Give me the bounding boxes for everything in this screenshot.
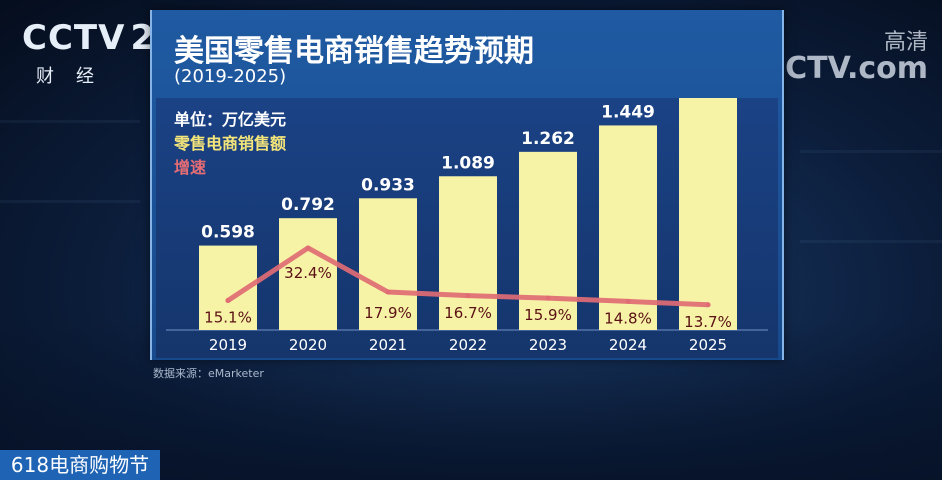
background-stripe [0, 200, 140, 203]
growth-value-label: 17.9% [364, 304, 412, 322]
logo-brand: CCTV [22, 18, 126, 58]
x-tick-label: 2019 [209, 336, 247, 354]
x-tick-label: 2023 [529, 336, 567, 354]
chart-panel: 美国零售电商销售趋势预期 (2019-2025) 0.598 2019 0.792 2… [150, 10, 784, 360]
bar-2020 [279, 218, 337, 330]
x-tick-label: 2020 [289, 336, 327, 354]
growth-value-label: 13.7% [684, 313, 732, 331]
chart-legend: 单位：万亿美元 零售电商销售额 增速 [174, 108, 286, 180]
chart-title: 美国零售电商销售趋势预期 [174, 34, 534, 69]
background-stripe [800, 150, 942, 153]
bar-value-label: 1.449 [601, 102, 655, 122]
chart-area: 0.598 2019 0.792 2020 0.933 2021 1.089 2022 1.26… [156, 98, 778, 358]
bar-2024 [599, 125, 657, 330]
growth-point [305, 245, 311, 251]
background-stripe [800, 240, 942, 243]
growth-value-label: 15.1% [204, 309, 252, 327]
bar-value-label: 0.933 [361, 175, 415, 195]
chart-subtitle: (2019-2025) [174, 66, 287, 87]
watermark-hd: 高清 [883, 30, 928, 55]
watermark-logo: 高清 CCTV.com [763, 32, 928, 84]
legend-line-series: 增速 [174, 158, 207, 177]
growth-point [545, 295, 551, 301]
data-source: 数据来源：eMarketer [153, 367, 264, 380]
bar-2022 [439, 176, 497, 330]
growth-point [625, 298, 631, 304]
x-tick-label: 2025 [689, 336, 727, 354]
bar-value-label: 0.598 [201, 223, 255, 243]
growth-value-label: 32.4% [284, 264, 332, 282]
channel-logo: CCTV 2 财经 [22, 18, 154, 88]
growth-point [385, 289, 391, 295]
bar-value-label: 0.792 [281, 195, 335, 215]
growth-point [225, 298, 231, 304]
growth-point [465, 293, 471, 299]
bottom-ticker: 618电商购物节 [0, 450, 160, 480]
bar-value-label: 1.262 [521, 129, 575, 149]
x-tick-label: 2021 [369, 336, 407, 354]
bar-value-label: 1.089 [441, 153, 495, 173]
bar-2025 [679, 98, 737, 330]
background-stripe [0, 120, 140, 123]
legend-bar-series: 零售电商销售额 [174, 134, 287, 153]
growth-value-label: 15.9% [524, 306, 572, 324]
growth-value-label: 14.8% [604, 309, 652, 327]
chart-svg: 0.598 2019 0.792 2020 0.933 2021 1.089 2022 1.26… [166, 98, 768, 354]
legend-unit: 单位：万亿美元 [174, 110, 287, 129]
bar-2023 [519, 151, 577, 330]
growth-point [705, 302, 711, 308]
x-tick-label: 2022 [449, 336, 487, 354]
bar-2021 [359, 198, 417, 330]
logo-channel: 2 [130, 18, 155, 58]
growth-value-label: 16.7% [444, 304, 492, 322]
x-tick-label: 2024 [609, 336, 647, 354]
watermark-brand: CCTV.com [763, 51, 928, 86]
logo-subtitle: 财经 [36, 66, 116, 87]
